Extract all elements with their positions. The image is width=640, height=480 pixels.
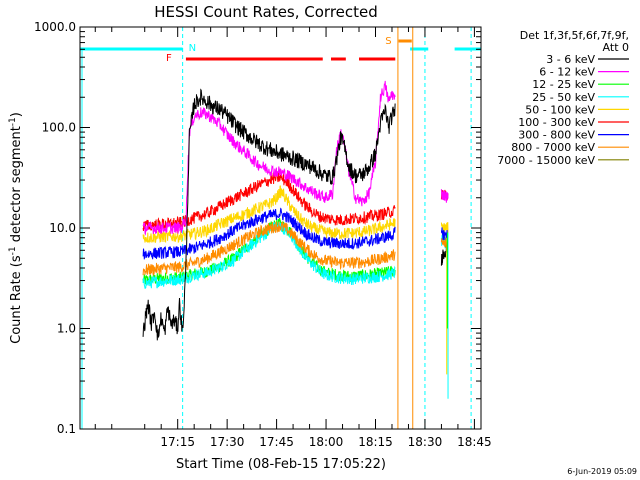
x-axis: 17:15 17:30 17:45 18:00 18:15 18:30 18:45 [94, 27, 492, 449]
y-axis-label: Count Rate (s-1 detector segment-1) [8, 112, 24, 344]
series-800-7000-main [142, 220, 396, 277]
y-axis-label-part1: Count Rate (s [9, 255, 24, 344]
legend-label: 50 - 100 keV [525, 103, 595, 116]
annotation-n: N [189, 43, 196, 54]
y-axis-label-sup2: -1 [8, 117, 18, 126]
y-axis: 0.1 1.0 10.0 100.0 1000.0 [34, 20, 481, 436]
legend-title-line1: Det 1f,3f,5f,6f,7f,9f, [520, 29, 629, 42]
y-tick-label: 1.0 [57, 322, 76, 336]
series-300-800-main [142, 207, 396, 260]
series-100-300-main [142, 171, 396, 231]
legend-label: 100 - 300 keV [518, 116, 595, 129]
legend-label: 300 - 800 keV [518, 129, 595, 142]
y-axis-label-part3: ) [9, 112, 24, 117]
y-tick-label: 100.0 [42, 121, 76, 135]
x-tick-label: 18:15 [358, 435, 393, 449]
series-6-12-main [142, 80, 396, 236]
legend-label: 25 - 50 keV [532, 91, 595, 104]
x-tick-label: 17:15 [160, 435, 195, 449]
legend: Det 1f,3f,5f,6f,7f,9f, Att 0 3 - 6 keV6 … [497, 29, 629, 167]
chart-title: HESSI Count Rates, Corrected [154, 3, 378, 21]
series-300-800-post [440, 227, 449, 242]
annotation-s: S [385, 36, 391, 47]
x-tick-label: 18:00 [309, 435, 344, 449]
legend-label: 12 - 25 keV [532, 78, 595, 91]
x-tick-label: 17:30 [210, 435, 245, 449]
y-tick-label: 0.1 [57, 422, 76, 436]
plot-area: N F S [80, 27, 481, 429]
annotation-f: F [166, 53, 172, 64]
series-3-6-main [142, 88, 396, 341]
legend-label: 7000 - 15000 keV [497, 154, 595, 167]
x-tick-label: 17:45 [259, 435, 294, 449]
x-tick-label: 18:30 [408, 435, 443, 449]
y-axis-label-part2: detector segment [9, 126, 24, 246]
y-tick-label: 1000.0 [34, 20, 76, 34]
legend-label: 800 - 7000 keV [511, 141, 595, 154]
legend-title-line2: Att 0 [603, 41, 629, 54]
legend-label: 3 - 6 keV [546, 53, 595, 66]
x-tick-label: 18:45 [457, 435, 492, 449]
y-axis-label-sup1: -1 [8, 246, 18, 255]
series-50-100-main [142, 185, 396, 244]
timestamp: 6-Jun-2019 05:09 [567, 467, 637, 476]
x-axis-label: Start Time (08-Feb-15 17:05:22) [176, 457, 386, 472]
legend-label: 6 - 12 keV [539, 66, 595, 79]
series-6-12-post [440, 189, 449, 203]
y-tick-label: 10.0 [49, 221, 76, 235]
